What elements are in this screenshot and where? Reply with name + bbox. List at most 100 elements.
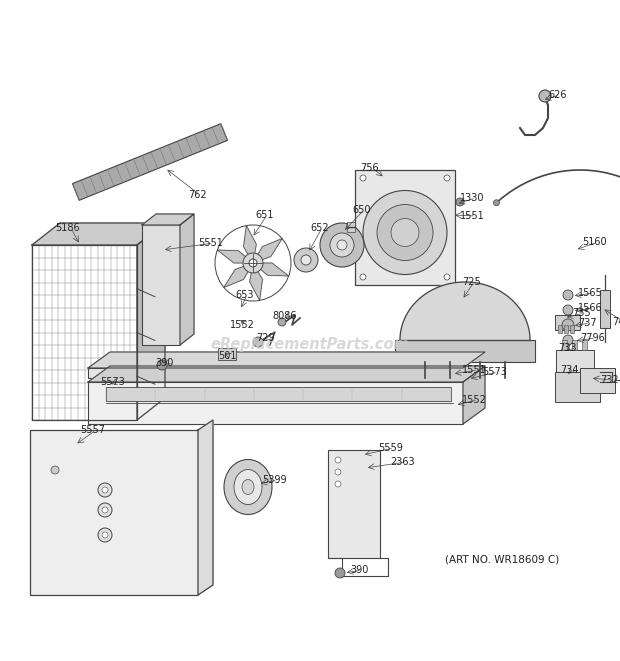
Text: 1330: 1330	[460, 193, 484, 203]
Bar	[562, 340, 567, 350]
Text: 5559: 5559	[378, 443, 403, 453]
Circle shape	[391, 219, 419, 247]
Circle shape	[335, 568, 345, 578]
Bar	[580, 368, 615, 393]
Text: 390: 390	[155, 358, 174, 368]
Circle shape	[363, 190, 447, 274]
Circle shape	[102, 532, 108, 538]
Circle shape	[494, 200, 500, 206]
Circle shape	[563, 305, 573, 315]
Text: 1552: 1552	[230, 320, 255, 330]
Text: 650: 650	[352, 205, 371, 215]
Circle shape	[335, 457, 341, 463]
Bar	[347, 222, 355, 232]
Text: 2363: 2363	[390, 457, 415, 467]
Circle shape	[102, 507, 108, 513]
Circle shape	[562, 319, 574, 331]
Polygon shape	[253, 263, 289, 276]
Polygon shape	[250, 263, 262, 300]
Circle shape	[320, 223, 364, 267]
Text: 390: 390	[350, 565, 368, 575]
Circle shape	[456, 198, 464, 206]
Bar	[355, 170, 455, 285]
Bar	[88, 382, 463, 424]
Bar	[106, 387, 451, 401]
Circle shape	[249, 259, 257, 267]
Polygon shape	[88, 366, 485, 382]
Circle shape	[243, 253, 263, 273]
Bar	[555, 372, 600, 402]
Circle shape	[444, 175, 450, 181]
Circle shape	[294, 248, 318, 272]
Text: 1566: 1566	[578, 303, 603, 313]
Polygon shape	[180, 214, 194, 345]
Text: (ART NO. WR18609 C): (ART NO. WR18609 C)	[445, 555, 559, 565]
Bar	[582, 340, 587, 350]
Polygon shape	[88, 352, 485, 368]
Circle shape	[278, 318, 286, 326]
Text: 729: 729	[256, 333, 275, 343]
Text: 8086: 8086	[272, 311, 296, 321]
Text: eReplacementParts.com: eReplacementParts.com	[211, 338, 409, 352]
Text: 5399: 5399	[262, 475, 286, 485]
Polygon shape	[224, 263, 253, 288]
Circle shape	[360, 274, 366, 280]
Polygon shape	[198, 420, 213, 595]
Bar	[30, 430, 198, 595]
Bar	[570, 325, 574, 333]
Circle shape	[563, 290, 573, 300]
Circle shape	[444, 274, 450, 280]
Bar	[555, 315, 580, 330]
Text: 734: 734	[560, 365, 578, 375]
Text: 626: 626	[548, 90, 567, 100]
Text: 5557: 5557	[80, 425, 105, 435]
Polygon shape	[253, 239, 282, 263]
Text: 756: 756	[360, 163, 379, 173]
Text: 501: 501	[218, 351, 236, 361]
Bar	[564, 325, 568, 333]
Circle shape	[360, 175, 366, 181]
Circle shape	[51, 466, 59, 474]
Circle shape	[330, 233, 354, 257]
Bar	[32, 245, 137, 420]
Circle shape	[102, 487, 108, 493]
Circle shape	[157, 360, 167, 370]
Bar	[88, 368, 463, 378]
Bar	[328, 450, 380, 558]
Polygon shape	[400, 282, 530, 340]
Text: 735: 735	[572, 308, 591, 318]
Circle shape	[377, 204, 433, 260]
Circle shape	[98, 503, 112, 517]
Text: 737: 737	[578, 318, 596, 328]
Polygon shape	[244, 225, 256, 263]
Circle shape	[337, 240, 347, 250]
Text: 653: 653	[235, 290, 254, 300]
Polygon shape	[217, 250, 253, 263]
Circle shape	[301, 255, 311, 265]
Circle shape	[98, 528, 112, 542]
Text: 5573: 5573	[100, 377, 125, 387]
Text: 652: 652	[310, 223, 329, 233]
Polygon shape	[463, 366, 485, 424]
Text: 5573: 5573	[482, 367, 507, 377]
Text: 762: 762	[188, 190, 206, 200]
Bar	[395, 340, 535, 362]
Text: 1552: 1552	[462, 395, 487, 405]
Bar	[556, 350, 594, 372]
Text: 732: 732	[600, 375, 619, 385]
Text: 651: 651	[255, 210, 273, 220]
Text: 5160: 5160	[582, 237, 606, 247]
Circle shape	[98, 483, 112, 497]
Text: 5186: 5186	[55, 223, 79, 233]
Polygon shape	[137, 223, 165, 420]
Ellipse shape	[234, 469, 262, 504]
Circle shape	[539, 90, 551, 102]
Polygon shape	[32, 223, 165, 245]
Ellipse shape	[242, 479, 254, 494]
Text: 1551: 1551	[462, 365, 487, 375]
Circle shape	[253, 337, 263, 347]
Ellipse shape	[224, 459, 272, 514]
Circle shape	[335, 481, 341, 487]
Text: 1565: 1565	[578, 288, 603, 298]
Text: 5551: 5551	[198, 238, 223, 248]
